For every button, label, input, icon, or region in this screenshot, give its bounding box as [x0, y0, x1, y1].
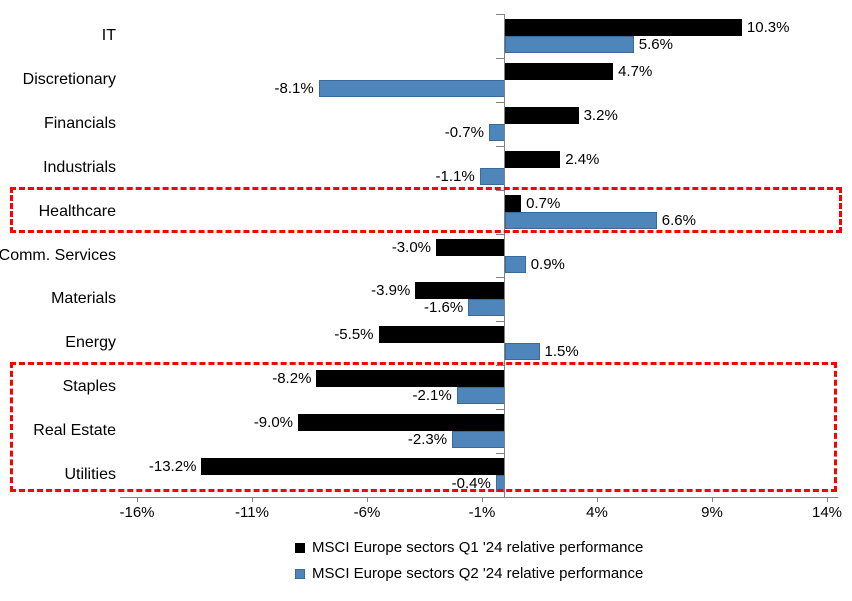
- bar-value-label: -8.1%: [274, 79, 314, 97]
- x-axis-tick: [367, 497, 368, 502]
- highlight-box-1: [10, 186, 842, 233]
- bar-value-label: 3.2%: [583, 106, 618, 124]
- bar-q1-materials: [415, 282, 505, 300]
- category-label-real-estate: Real Estate: [33, 422, 116, 440]
- legend-swatch-q2-icon: [295, 568, 305, 579]
- y-axis-tick: [496, 365, 504, 367]
- bar-value-label: -8.2%: [272, 370, 312, 388]
- bar-q1-healthcare: [505, 194, 522, 212]
- category-label-energy: Energy: [65, 334, 116, 352]
- bar-value-label: -1.6%: [424, 299, 464, 317]
- bar-value-label: -0.4%: [451, 475, 491, 493]
- y-axis-tick: [496, 321, 504, 323]
- bar-q1-it: [505, 18, 742, 36]
- legend-label-q2: MSCI Europe sectors Q2 '24 relative perf…: [312, 565, 644, 582]
- y-axis-tick: [496, 233, 504, 235]
- x-axis-tick: [827, 497, 828, 502]
- bar-value-label: -3.0%: [391, 238, 431, 256]
- x-axis-tick-label: -1%: [468, 504, 496, 521]
- bar-value-label: 0.9%: [530, 255, 565, 273]
- bar-q1-industrials: [505, 150, 561, 168]
- x-axis-tick-label: 9%: [701, 504, 723, 521]
- x-axis-tick-label: -11%: [235, 504, 269, 521]
- bar-value-label: 10.3%: [746, 18, 790, 36]
- bar-value-label: 0.7%: [526, 194, 561, 212]
- bar-value-label: 1.5%: [544, 343, 579, 361]
- category-label-it: IT: [101, 26, 116, 44]
- legend: MSCI Europe sectors Q1 '24 relative perf…: [295, 539, 643, 582]
- x-axis-tick-label: 14%: [811, 504, 843, 521]
- y-axis-tick: [496, 145, 504, 147]
- bar-value-label: 4.7%: [618, 62, 653, 80]
- bar-value-label: 6.6%: [661, 211, 696, 229]
- bar-q2-materials: [468, 299, 505, 317]
- y-axis-tick: [496, 189, 504, 191]
- bar-q2-discretionary: [318, 79, 505, 97]
- x-axis-tick-label: 4%: [586, 504, 608, 521]
- x-axis-line: [120, 497, 838, 498]
- bar-q2-industrials: [479, 167, 505, 185]
- category-label-comm-services: Comm. Services: [0, 246, 116, 264]
- bar-q2-comm-services: [505, 255, 526, 273]
- bar-q2-it: [505, 35, 634, 53]
- y-axis-tick: [496, 409, 504, 411]
- bar-value-label: -13.2%: [148, 458, 197, 476]
- bar-value-label: -2.1%: [412, 387, 452, 405]
- legend-item-q2: MSCI Europe sectors Q2 '24 relative perf…: [295, 565, 643, 582]
- bar-q2-energy: [505, 343, 540, 361]
- bar-q1-staples: [316, 370, 505, 388]
- x-axis-tick: [137, 497, 138, 502]
- x-axis-tick: [252, 497, 253, 502]
- bar-q1-utilities: [201, 458, 505, 476]
- category-label-materials: Materials: [51, 290, 116, 308]
- bar-q1-financials: [505, 106, 579, 124]
- bar-value-label: 2.4%: [565, 150, 600, 168]
- highlight-box-2: [10, 362, 837, 492]
- bar-value-label: -2.3%: [407, 431, 448, 449]
- bar-value-label: -0.7%: [444, 123, 484, 141]
- y-axis-tick: [496, 101, 504, 103]
- y-axis-tick: [496, 14, 504, 15]
- bar-value-label: -9.0%: [253, 414, 293, 432]
- x-axis-tick: [597, 497, 598, 502]
- x-axis-tick: [482, 497, 483, 502]
- legend-swatch-q1-icon: [295, 542, 305, 553]
- bar-q2-healthcare: [505, 211, 657, 229]
- bar-value-label: -1.1%: [435, 167, 475, 185]
- category-label-staples: Staples: [62, 378, 116, 396]
- category-label-healthcare: Healthcare: [38, 202, 116, 220]
- category-label-utilities: Utilities: [64, 466, 116, 484]
- bar-value-label: -3.9%: [371, 282, 411, 300]
- category-label-financials: Financials: [43, 114, 116, 132]
- legend-item-q1: MSCI Europe sectors Q1 '24 relative perf…: [295, 539, 643, 556]
- bar-value-label: 5.6%: [638, 35, 673, 53]
- x-axis-tick: [712, 497, 713, 502]
- y-axis-tick: [496, 277, 504, 279]
- bar-q1-real-estate: [298, 414, 505, 432]
- bar-q1-comm-services: [436, 238, 505, 256]
- y-axis-line: [504, 14, 505, 497]
- bar-q2-financials: [488, 123, 505, 141]
- bar-q1-discretionary: [505, 62, 614, 80]
- y-axis-tick: [496, 57, 504, 59]
- x-axis-tick-label: -16%: [119, 504, 155, 521]
- y-axis-tick: [496, 453, 504, 455]
- x-axis-tick-label: -6%: [353, 504, 381, 521]
- legend-label-q1: MSCI Europe sectors Q1 '24 relative perf…: [312, 539, 644, 556]
- category-label-industrials: Industrials: [43, 158, 116, 176]
- bar-q1-energy: [378, 326, 505, 344]
- bar-value-label: -5.5%: [334, 326, 374, 344]
- category-label-discretionary: Discretionary: [22, 70, 116, 88]
